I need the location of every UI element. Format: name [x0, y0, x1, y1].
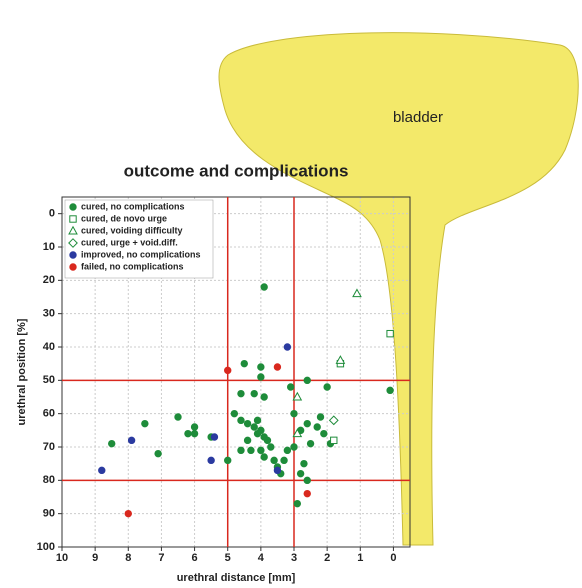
- y-tick-label: 100: [37, 541, 55, 553]
- data-point: [304, 420, 310, 426]
- data-point: [109, 440, 115, 446]
- y-tick-label: 0: [49, 208, 55, 220]
- data-point: [387, 330, 393, 336]
- data-point: [297, 470, 303, 476]
- data-point: [244, 420, 250, 426]
- data-point: [258, 374, 264, 380]
- data-point: [238, 447, 244, 453]
- x-tick-label: 6: [192, 552, 198, 564]
- legend-marker: [70, 204, 76, 210]
- legend-label: cured, voiding difficulty: [81, 225, 183, 235]
- data-point: [254, 417, 260, 423]
- y-tick-label: 20: [43, 274, 55, 286]
- data-point: [264, 437, 270, 443]
- x-tick-label: 4: [258, 552, 265, 564]
- data-point: [225, 367, 231, 373]
- legend-label: cured, de novo urge: [81, 213, 167, 223]
- data-point: [274, 467, 280, 473]
- data-point: [261, 284, 267, 290]
- y-tick-label: 70: [43, 441, 55, 453]
- data-point: [261, 454, 267, 460]
- data-point: [324, 384, 330, 390]
- legend-marker: [70, 264, 76, 270]
- y-tick-label: 50: [43, 374, 55, 386]
- x-tick-label: 9: [92, 552, 98, 564]
- data-point: [261, 394, 267, 400]
- data-point: [185, 430, 191, 436]
- x-tick-label: 10: [56, 552, 68, 564]
- data-point: [336, 356, 344, 363]
- y-axis-label: urethral position [%]: [16, 318, 28, 425]
- data-point: [271, 457, 277, 463]
- data-point: [304, 377, 310, 383]
- legend-marker: [70, 252, 76, 258]
- y-tick-label: 30: [43, 308, 55, 320]
- y-tick-label: 90: [43, 508, 55, 520]
- x-tick-label: 5: [225, 552, 231, 564]
- data-point: [125, 510, 131, 516]
- data-point: [353, 289, 361, 296]
- y-tick-label: 10: [43, 241, 55, 253]
- data-point: [191, 424, 197, 430]
- data-point: [238, 417, 244, 423]
- data-point: [175, 414, 181, 420]
- data-point: [248, 447, 254, 453]
- data-point: [258, 447, 264, 453]
- data-point: [307, 440, 313, 446]
- data-point: [284, 344, 290, 350]
- y-tick-label: 80: [43, 474, 55, 486]
- page: bladder outcome and complications urethr…: [0, 0, 582, 588]
- x-tick-label: 0: [390, 552, 396, 564]
- x-tick-label: 8: [125, 552, 131, 564]
- data-point: [191, 430, 197, 436]
- data-point: [155, 450, 161, 456]
- data-point: [301, 460, 307, 466]
- chart: bladder outcome and complications urethr…: [0, 0, 582, 588]
- y-tick-label: 60: [43, 408, 55, 420]
- data-point: [225, 457, 231, 463]
- data-point: [304, 490, 310, 496]
- legend-label: cured, no complications: [81, 201, 185, 211]
- x-tick-label: 1: [357, 552, 363, 564]
- data-point: [387, 387, 393, 393]
- data-point: [99, 467, 105, 473]
- data-point: [281, 457, 287, 463]
- data-point: [314, 424, 320, 430]
- data-point: [244, 437, 250, 443]
- legend-label: improved, no complications: [81, 249, 201, 259]
- data-point: [258, 364, 264, 370]
- y-tick-label: 40: [43, 341, 55, 353]
- legend-marker: [70, 216, 76, 222]
- data-point: [211, 434, 217, 440]
- legend-label: failed, no complications: [81, 261, 184, 271]
- data-point: [241, 360, 247, 366]
- data-point: [238, 390, 244, 396]
- data-point: [317, 414, 323, 420]
- data-point: [291, 410, 297, 416]
- x-tick-label: 2: [324, 552, 330, 564]
- data-point: [254, 430, 260, 436]
- data-point: [321, 430, 327, 436]
- data-point: [268, 444, 274, 450]
- data-point: [330, 416, 338, 424]
- x-tick-label: 3: [291, 552, 297, 564]
- bladder-label: bladder: [393, 109, 443, 126]
- data-point: [304, 477, 310, 483]
- data-point: [274, 364, 280, 370]
- data-point: [331, 437, 337, 443]
- data-point: [287, 384, 293, 390]
- x-axis-label: urethral distance [mm]: [177, 572, 296, 584]
- data-point: [231, 410, 237, 416]
- chart-title: outcome and complications: [124, 161, 349, 180]
- data-point: [284, 447, 290, 453]
- data-point: [291, 444, 297, 450]
- x-tick-label: 7: [158, 552, 164, 564]
- data-point: [251, 424, 257, 430]
- data-point: [208, 457, 214, 463]
- legend-label: cured, urge + void.diff.: [81, 237, 178, 247]
- data-point: [142, 420, 148, 426]
- data-point: [294, 500, 300, 506]
- data-point: [251, 390, 257, 396]
- data-point: [128, 437, 134, 443]
